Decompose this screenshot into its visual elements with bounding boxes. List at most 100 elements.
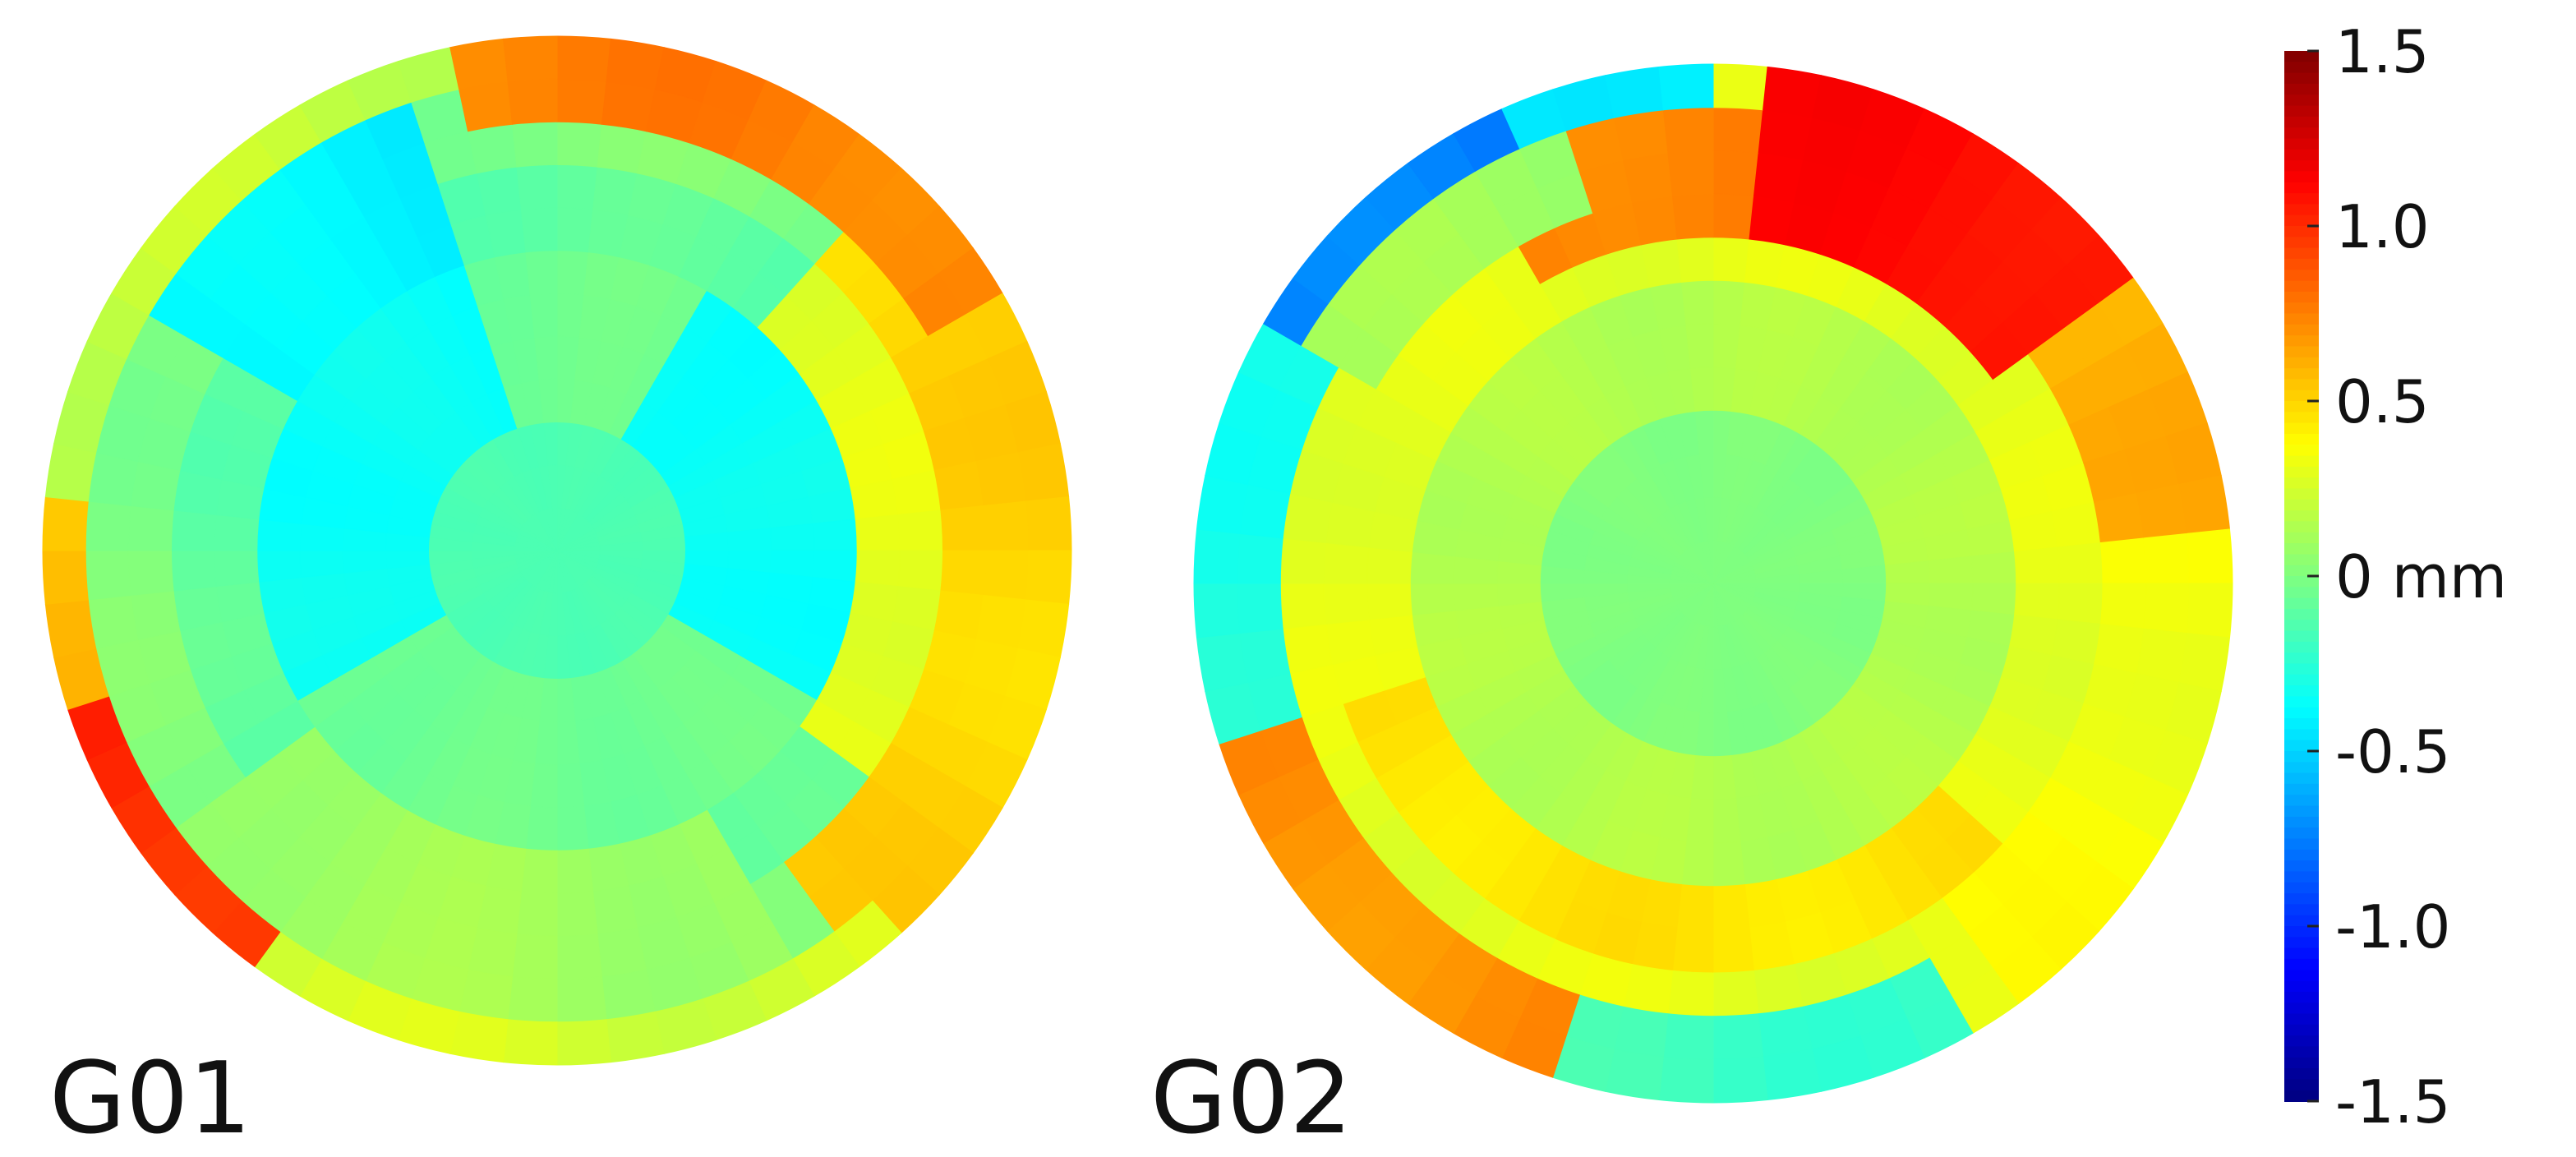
map-cell (940, 550, 987, 597)
colorbar-segment (2284, 313, 2319, 325)
map-cell (1712, 884, 1750, 930)
map-cell (1712, 193, 1755, 240)
map-cell (459, 81, 514, 132)
map-cell (516, 891, 558, 938)
colorbar-segment (2284, 751, 2319, 763)
map-cell (1667, 150, 1714, 197)
colorbar-segment (2284, 620, 2319, 632)
colorbar-segment (2284, 466, 2319, 479)
colorbar-segment (2284, 1035, 2319, 1048)
map-cell (1680, 279, 1714, 326)
map-cell (1671, 927, 1714, 974)
colorbar-segment (2284, 980, 2319, 993)
map-cell (1662, 1013, 1714, 1060)
map-cell (42, 496, 89, 551)
colorbar-segment (2284, 630, 2319, 643)
map-cell (897, 550, 944, 592)
map-cell (1193, 528, 1241, 584)
map-cell (1323, 542, 1370, 584)
colorbar-segment (2284, 958, 2319, 971)
map-cell (256, 519, 302, 551)
map-cell (855, 514, 901, 551)
map-cell (2057, 583, 2104, 625)
colorbar-segment (2284, 1057, 2319, 1070)
map-cell (1279, 537, 1327, 584)
colorbar-segment (2284, 477, 2319, 490)
map-cell (812, 550, 858, 583)
map-cell (2186, 583, 2233, 638)
map-cell (1676, 237, 1714, 283)
colorbar-segment (2284, 1079, 2319, 1091)
colorbar-segment (2284, 543, 2319, 555)
map-cell (769, 523, 815, 551)
map-cell (597, 927, 647, 978)
colorbar-segment (2284, 72, 2319, 85)
map-cell (1196, 633, 1248, 692)
colorbar-segment (2284, 1024, 2319, 1037)
colorbar-segment (2284, 368, 2319, 380)
map-cell (1409, 583, 1456, 616)
map-cell (503, 1019, 558, 1066)
deviation-map-g02 (1193, 63, 2233, 1104)
map-cell (525, 805, 558, 851)
map-cell (2143, 583, 2190, 634)
map-cell (2178, 633, 2231, 692)
colorbar-segment (2284, 893, 2319, 906)
map-cell (1680, 841, 1714, 887)
map-cell (1712, 63, 1768, 111)
map-cell (1025, 496, 1072, 551)
colorbar-segment (2284, 587, 2319, 599)
colorbar-segment (2284, 772, 2319, 785)
map-cell (940, 505, 987, 551)
colorbar-segment (2284, 335, 2319, 348)
map-cell (1712, 1013, 1764, 1060)
map-cell (1712, 798, 1741, 844)
map-cell (2014, 546, 2060, 584)
map-cell (1676, 884, 1714, 930)
colorbar-tick-label: 1.5 (2335, 17, 2430, 86)
colorbar-segment (2284, 783, 2319, 796)
map-cell (1712, 927, 1755, 974)
map-cell (1622, 152, 1674, 203)
colorbar-segment (2284, 1090, 2319, 1102)
colorbar-segment (2284, 696, 2319, 708)
map-cell (556, 121, 603, 168)
colorbar-segment (2284, 816, 2319, 829)
colorbar-segment (2284, 663, 2319, 675)
colorbar-segment (2284, 1003, 2319, 1015)
map-cell (507, 78, 558, 125)
colorbar-segment (2284, 707, 2319, 720)
map-cell (520, 848, 558, 894)
map-cell (1409, 551, 1456, 584)
colorbar-segment (2284, 1013, 2319, 1026)
map-cell (127, 505, 174, 551)
colorbar-segment (2284, 445, 2319, 457)
colorbar-segment (2284, 849, 2319, 862)
colorbar-segment (2284, 608, 2319, 621)
colorbar-segment (2284, 937, 2319, 949)
colorbar-tick-label: 1.0 (2335, 192, 2430, 261)
map-cell (1366, 546, 1412, 584)
map-cell (2099, 537, 2147, 584)
map-cell (556, 250, 589, 296)
map-cell (1366, 583, 1412, 620)
colorbar-segment (2284, 379, 2319, 391)
colorbar-segment (2284, 729, 2319, 741)
colorbar-segment (2284, 204, 2319, 216)
map-cell (1658, 1056, 1714, 1104)
map-cell (503, 35, 558, 82)
map-cell (983, 500, 1030, 551)
map-cell (1323, 583, 1370, 625)
colorbar-segment (2284, 991, 2319, 1004)
colorbar: 1.5 1.0 0.5 0 mm -0.5 -1.0 -1.5 (2284, 17, 2507, 1136)
map-cell (812, 519, 858, 551)
map-cell (1970, 583, 2017, 616)
map-cell (1239, 483, 1291, 539)
colorbar-segment (2284, 674, 2319, 687)
map-cell (556, 848, 594, 894)
map-cell (87, 594, 139, 649)
colorbar-segment (2284, 346, 2319, 358)
map-cell (1712, 841, 1746, 887)
map-cell (933, 460, 984, 511)
